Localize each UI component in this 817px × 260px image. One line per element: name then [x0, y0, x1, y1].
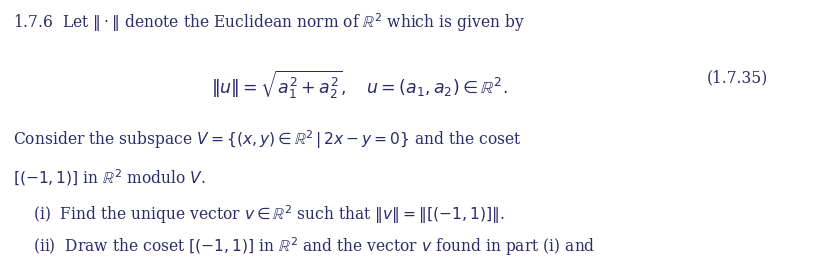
Text: (ii)  Draw the coset $[(-1, 1)]$ in $\mathbb{R}^2$ and the vector $v$ found in p: (ii) Draw the coset $[(-1, 1)]$ in $\mat…	[33, 235, 595, 258]
Text: (i)  Find the unique vector $v \in \mathbb{R}^2$ such that $\|v\| = \|[(-1, 1)]\: (i) Find the unique vector $v \in \mathb…	[33, 203, 504, 225]
Text: 1.7.6  Let $\|\cdot\|$ denote the Euclidean norm of $\mathbb{R}^2$ which is give: 1.7.6 Let $\|\cdot\|$ denote the Euclide…	[13, 12, 525, 34]
Text: $[(-1, 1)]$ in $\mathbb{R}^2$ modulo $V$.: $[(-1, 1)]$ in $\mathbb{R}^2$ modulo $V$…	[13, 168, 206, 188]
Text: (1.7.35): (1.7.35)	[707, 69, 768, 86]
Text: $\|u\| = \sqrt{a_1^2 + a_2^2}, \quad u = (a_1, a_2) \in \mathbb{R}^2.$: $\|u\| = \sqrt{a_1^2 + a_2^2}, \quad u =…	[211, 69, 508, 101]
Text: Consider the subspace $V = \{(x, y) \in \mathbb{R}^2\,|\,2x - y = 0\}$ and the c: Consider the subspace $V = \{(x, y) \in …	[13, 129, 522, 151]
